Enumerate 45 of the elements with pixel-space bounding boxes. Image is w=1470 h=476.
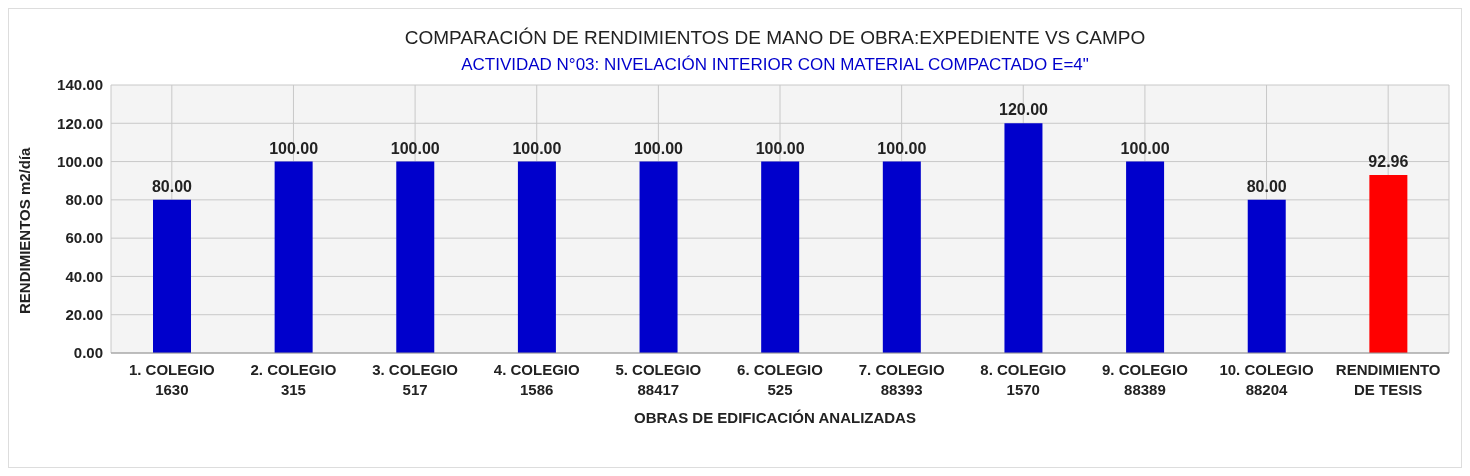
x-tick-label: 3. COLEGIO 517: [372, 361, 459, 398]
bar: [517, 161, 556, 353]
x-tick-label: 5. COLEGIO 88417: [615, 361, 702, 398]
bar: [1004, 123, 1043, 353]
y-tick-label: 20.00: [65, 306, 103, 324]
y-tick-label: 40.00: [65, 267, 103, 285]
x-tick-label: 9. COLEGIO 88389: [1101, 361, 1189, 398]
data-label: 100.00: [390, 139, 440, 157]
chart-title: COMPARACIÓN DE RENDIMIENTOS DE MANO DE OBRA:EXPEDIENTE VS CAMPO: [403, 27, 1147, 49]
bar: [882, 161, 921, 353]
bar: [153, 199, 191, 353]
x-tick-label: 10. COLEGIO 88204: [1219, 361, 1314, 398]
y-tick-label: 60.00: [65, 229, 103, 247]
bar: [274, 161, 313, 353]
y-tick-label: 0.00: [73, 344, 103, 362]
bar: [1126, 161, 1165, 353]
x-tick-label: 7. COLEGIO 88393: [858, 361, 945, 398]
y-tick-label: 140.00: [57, 76, 103, 94]
y-axis-title: RENDIMIENTOS m2/día: [16, 146, 34, 314]
bar: [1247, 199, 1286, 353]
data-label: 120.00: [998, 101, 1049, 119]
chart-subtitle: ACTIVIDAD N°03: NIVELACIÓN INTERIOR CON MATERIAL COMPACTADO E=4": [460, 55, 1090, 75]
data-label: 100.00: [1120, 139, 1170, 157]
y-tick-label: 100.00: [57, 152, 103, 170]
bar: [761, 161, 800, 353]
data-label: 100.00: [512, 139, 562, 157]
data-label: 92.96: [1368, 153, 1409, 171]
x-tick-label: 4. COLEGIO 1586: [493, 361, 580, 398]
data-label: 80.00: [1246, 177, 1287, 195]
data-label: 100.00: [269, 139, 319, 157]
y-tick-label: 120.00: [57, 114, 103, 132]
bar: [396, 161, 435, 353]
x-tick-label: 6. COLEGIO 525: [737, 361, 824, 398]
data-label: 100.00: [877, 139, 927, 157]
data-label: 80.00: [151, 177, 193, 195]
x-tick-label: 2. COLEGIO 315: [250, 361, 337, 398]
bar: [1369, 175, 1408, 353]
y-tick-label: 80.00: [65, 191, 103, 209]
x-tick-label: 8. COLEGIO 1570: [980, 361, 1067, 398]
data-label: 100.00: [755, 139, 805, 157]
data-label: 100.00: [634, 139, 684, 157]
x-axis-title: OBRAS DE EDIFICACIÓN ANALIZADAS: [633, 409, 917, 426]
bar: [639, 161, 678, 353]
x-tick-label: 1. COLEGIO 1630: [128, 361, 216, 398]
x-tick-label: RENDIMIENTO DE TESIS: [1335, 361, 1441, 398]
